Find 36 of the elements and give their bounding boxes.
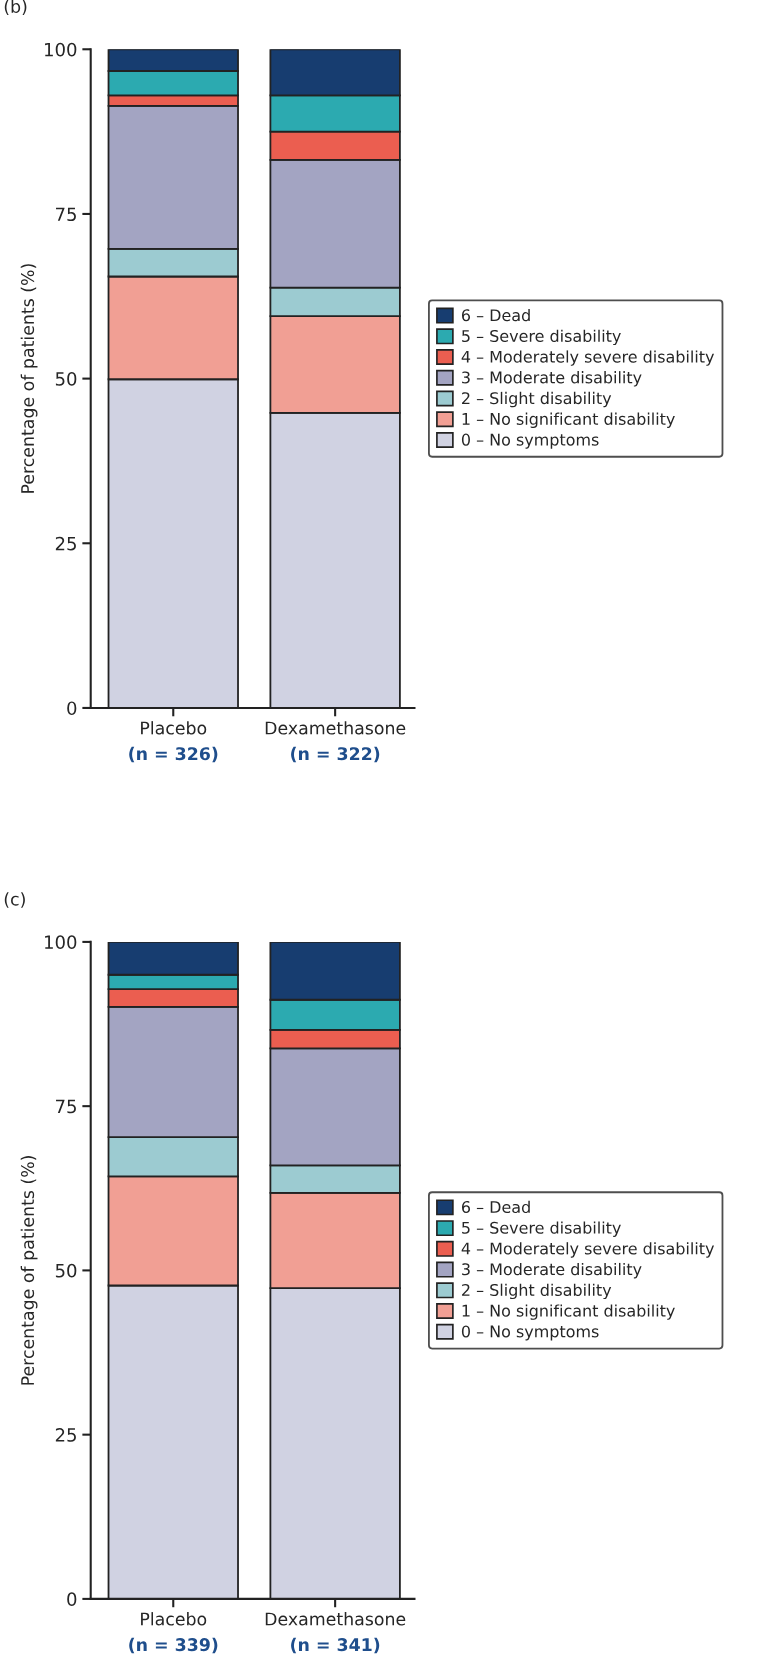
x-tick-label: Dexamethasone bbox=[265, 1612, 406, 1626]
chart-title: (c) bbox=[4, 892, 25, 908]
legend-label: 0 – No symptoms bbox=[461, 433, 599, 449]
legend-label: 3 – Moderate disability bbox=[462, 371, 642, 387]
y-tick-label: 25 bbox=[55, 536, 76, 551]
x-tick-label: Placebo bbox=[141, 721, 207, 735]
legend-label: 6 – Dead bbox=[461, 1200, 530, 1214]
legend-label: 5 – Severe disability bbox=[462, 1221, 621, 1237]
chart-title: (b) bbox=[4, 0, 27, 16]
legend-label: 0 – No symptoms bbox=[461, 1325, 599, 1341]
y-tick-label: 75 bbox=[56, 1099, 76, 1114]
legend-label: 1 – No significant disability bbox=[462, 1304, 675, 1320]
legend-label: 6 – Dead bbox=[461, 308, 530, 322]
y-tick-label: 100 bbox=[45, 935, 77, 950]
y-tick-label: 0 bbox=[67, 1592, 77, 1607]
y-tick-label: 50 bbox=[55, 1263, 77, 1278]
y-tick-label: 100 bbox=[45, 42, 77, 57]
y-tick-label: 0 bbox=[67, 701, 77, 716]
x-tick-label: Dexamethasone bbox=[265, 721, 406, 735]
x-tick-label: Placebo bbox=[141, 1612, 207, 1626]
legend-label: 4 – Moderately severe disability bbox=[461, 1242, 715, 1258]
text: (n = 322) bbox=[291, 746, 380, 763]
y-axis-title: Percentage of patients (%) bbox=[20, 264, 38, 493]
legend-label: 1 – No significant disability bbox=[462, 412, 675, 429]
legend-label: 2 – Slight disability bbox=[462, 391, 612, 408]
y-axis-title: Percentage of patients (%) bbox=[20, 1156, 38, 1385]
text: (n = 341) bbox=[291, 1637, 380, 1654]
y-tick-label: 75 bbox=[56, 207, 76, 222]
legend-label: 3 – Moderate disability bbox=[462, 1262, 642, 1279]
y-tick-label: 25 bbox=[55, 1428, 76, 1442]
legend-label: 2 – Slight disability bbox=[462, 1283, 612, 1300]
legend-label: 4 – Moderately severe disability bbox=[461, 350, 715, 366]
legend-label: 5 – Severe disability bbox=[462, 329, 621, 346]
text: (n = 339) bbox=[129, 1637, 218, 1654]
text: (n = 326) bbox=[129, 746, 218, 763]
y-tick-label: 50 bbox=[55, 372, 77, 386]
